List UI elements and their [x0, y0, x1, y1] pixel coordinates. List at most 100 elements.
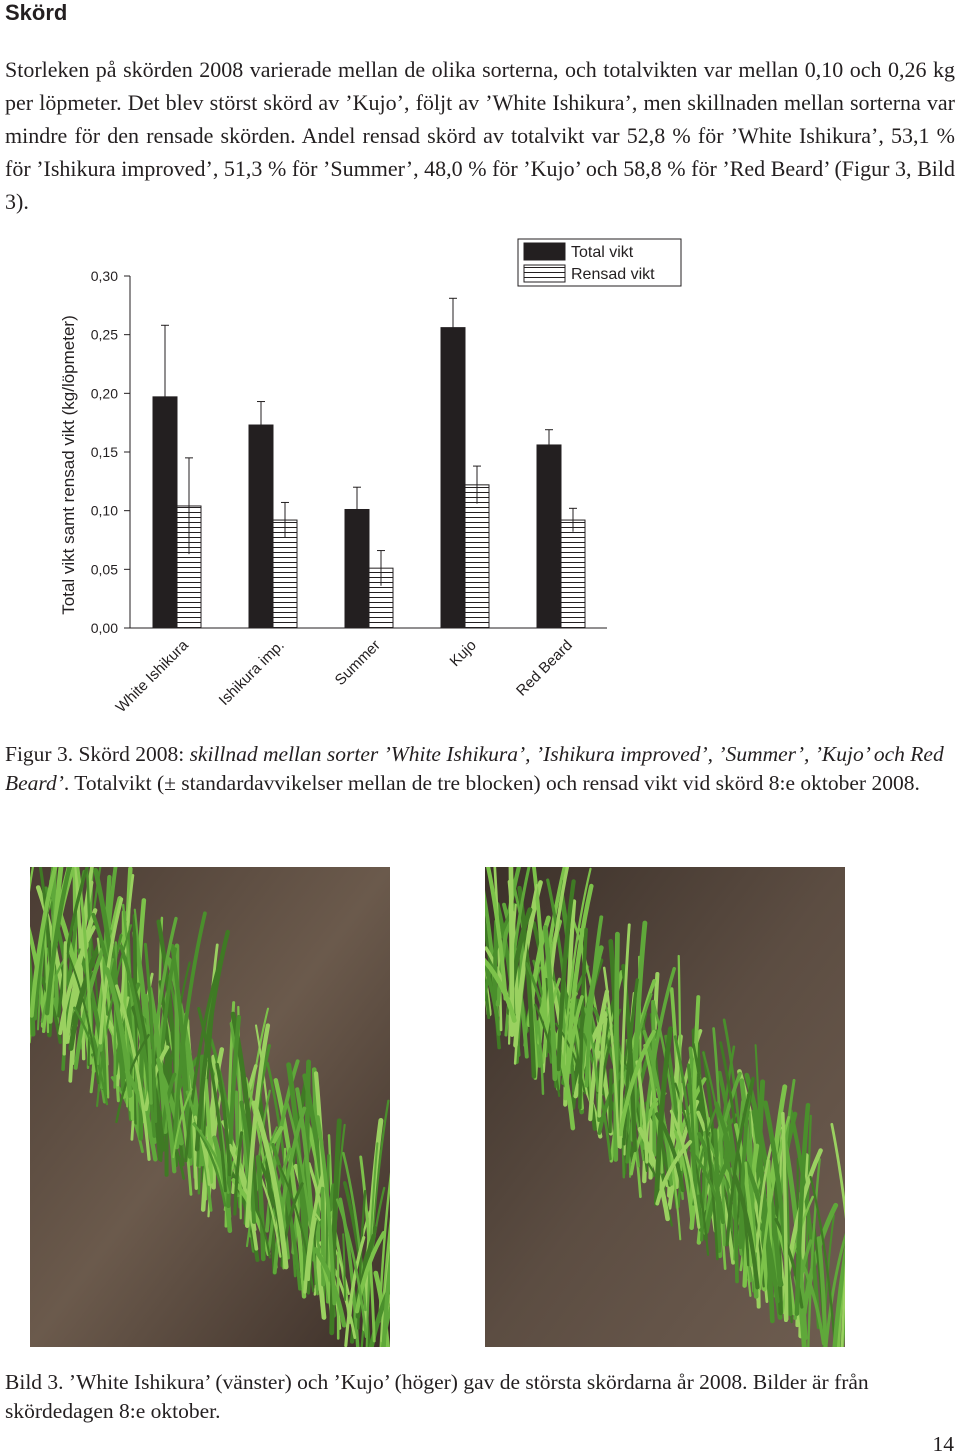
legend-swatch — [523, 264, 566, 283]
blade — [689, 995, 701, 1207]
x-tick-label: White Ishikura — [113, 636, 193, 716]
blade — [98, 897, 124, 1045]
blade — [64, 908, 98, 1044]
blade — [30, 926, 47, 1021]
blade — [738, 1093, 751, 1250]
blade — [485, 973, 491, 1020]
blade — [536, 1020, 545, 1095]
blade — [57, 867, 89, 1018]
blade — [378, 1172, 390, 1323]
blade — [251, 1100, 289, 1270]
blade — [228, 1143, 259, 1251]
blade — [722, 1018, 749, 1235]
y-tick-label: 0,30 — [91, 268, 118, 284]
bar — [440, 327, 466, 629]
blade — [555, 1022, 586, 1095]
blade — [278, 1164, 315, 1293]
blade — [133, 908, 150, 1121]
bar — [248, 424, 274, 629]
blade — [255, 1083, 277, 1275]
caption-rest: . Totalvikt (± standardavvikelser mellan… — [63, 771, 920, 795]
blade — [368, 1281, 390, 1347]
blade — [271, 1142, 302, 1291]
blade — [534, 1003, 561, 1098]
blade — [781, 1195, 814, 1315]
blade — [673, 1035, 699, 1220]
page-number: 14 — [932, 1432, 955, 1455]
blade — [329, 1118, 342, 1336]
blade — [43, 926, 50, 1034]
blade — [307, 1217, 317, 1282]
blade — [807, 1158, 821, 1347]
blade — [622, 978, 639, 1146]
blade — [30, 946, 36, 1037]
blade — [320, 1186, 326, 1287]
blade — [563, 995, 584, 1101]
blade — [541, 977, 561, 1064]
y-tick-label: 0,10 — [91, 503, 118, 519]
y-tick-label: 0,05 — [91, 561, 118, 577]
blade — [655, 1140, 693, 1206]
blade — [485, 957, 517, 1023]
blade — [62, 941, 67, 1056]
blade — [584, 915, 604, 1088]
blade — [513, 884, 538, 1065]
blade — [713, 1128, 722, 1253]
blade — [359, 1155, 376, 1343]
photo-right — [485, 867, 845, 1347]
blade — [197, 1007, 227, 1193]
blade — [602, 966, 621, 1149]
bar — [464, 484, 490, 629]
y-tick-label: 0,25 — [91, 327, 118, 343]
blade — [840, 1262, 845, 1347]
blade — [732, 1173, 760, 1290]
blade — [673, 1130, 694, 1229]
blade — [66, 952, 100, 1085]
bar — [560, 519, 586, 629]
blade — [115, 984, 151, 1161]
blade — [239, 1100, 257, 1224]
y-axis-title: Total vikt samt rensad vikt (kg/löpmeter… — [59, 315, 78, 614]
blade — [255, 1154, 266, 1262]
blade — [344, 1235, 366, 1347]
blade — [226, 1014, 242, 1209]
blade — [303, 1169, 326, 1294]
y-tick-label: 0,00 — [91, 620, 118, 636]
blade — [562, 867, 592, 1067]
x-tick-label: Red Beard — [513, 637, 576, 700]
x-tick-label: Summer — [332, 637, 384, 689]
blade — [613, 931, 620, 1162]
x-tick-label: Ishikura imp. — [216, 637, 288, 709]
blade — [76, 867, 94, 1054]
blade — [744, 1161, 753, 1267]
blade — [824, 1233, 845, 1347]
blade — [215, 1062, 232, 1177]
bar — [272, 519, 298, 629]
photo-left — [30, 867, 390, 1347]
blade — [704, 1133, 712, 1211]
blade — [697, 1131, 725, 1224]
blade — [836, 1244, 845, 1347]
blade — [816, 1236, 828, 1347]
x-tick-label: Kujo — [447, 637, 480, 670]
blade — [185, 1090, 213, 1212]
blade — [755, 1143, 773, 1253]
blade — [30, 867, 58, 1018]
y-tick-label: 0,15 — [91, 444, 118, 460]
blade — [669, 1109, 701, 1229]
blade — [794, 1102, 811, 1316]
legend-swatch — [523, 242, 566, 261]
blade — [58, 925, 97, 1036]
blade — [692, 1042, 719, 1261]
blade — [354, 1230, 386, 1314]
blade — [588, 989, 610, 1122]
blade — [618, 923, 631, 1149]
blade — [273, 1078, 307, 1299]
photo-caption: Bild 3. ’White Ishikura’ (vänster) och ’… — [5, 1370, 869, 1423]
blade — [200, 1047, 225, 1212]
blade — [143, 942, 158, 1123]
blade — [608, 1068, 613, 1134]
blade — [830, 1122, 845, 1220]
blade — [315, 1115, 337, 1306]
caption-italic: skillnad mellan sorter ’White Ishikura’,… — [5, 742, 944, 795]
